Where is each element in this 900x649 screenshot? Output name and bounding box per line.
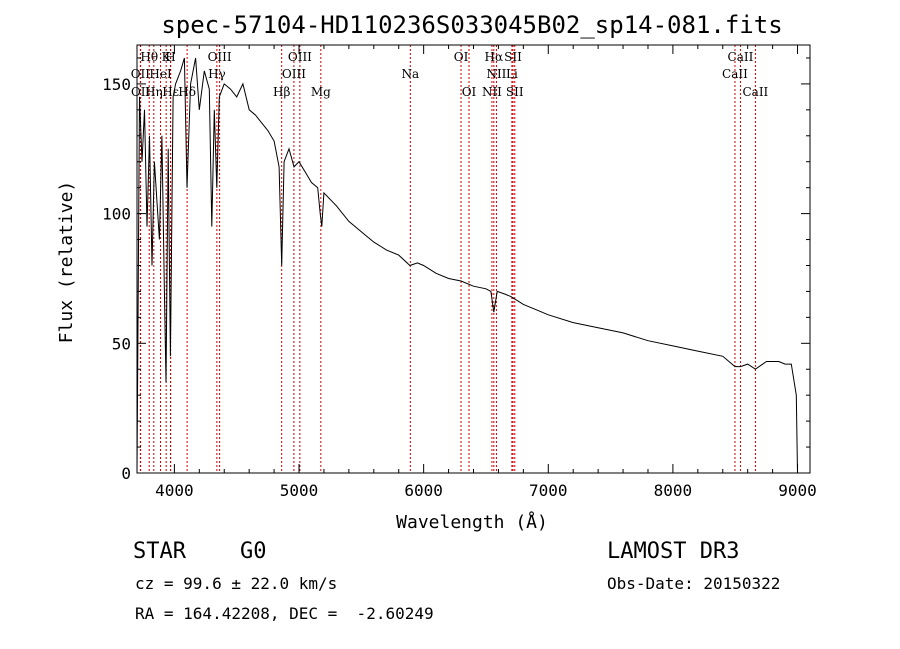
line-marker-label: Hδ — [178, 85, 196, 99]
line-marker-label: NII — [482, 85, 502, 99]
line-marker-label: Hθ — [140, 50, 158, 64]
line-marker-label: OI — [462, 85, 477, 99]
line-marker-label: Mg — [311, 85, 331, 99]
object-subclass: G0 — [240, 539, 267, 564]
x-tick-label: 5000 — [280, 481, 319, 500]
x-tick-label: 4000 — [155, 481, 194, 500]
plot-frame — [136, 44, 811, 474]
line-marker-label: K — [162, 50, 172, 64]
x-tick-label: 9000 — [778, 481, 817, 500]
line-marker-label: CaII — [742, 85, 768, 99]
line-marker-label: OIII — [288, 50, 312, 64]
coordinates: RA = 164.42208, DEC = -2.60249 — [135, 604, 434, 623]
axis-ticks: 4000 5000 6000 7000 8000 9000 0 50 100 150 — [102, 45, 817, 500]
redshift-velocity: cz = 99.6 ± 22.0 km/s — [135, 574, 338, 593]
x-axis-label: Wavelength (Å) — [396, 511, 548, 533]
line-marker-label: CaII — [728, 50, 754, 64]
line-marker-label: SII — [504, 50, 522, 64]
observation-date: Obs-Date: 20150322 — [607, 574, 781, 593]
line-marker-label: OI — [454, 50, 469, 64]
x-tick-label: 8000 — [654, 481, 693, 500]
chart-title: spec-57104-HD110236S033045B02_sp14-081.f… — [161, 11, 782, 39]
y-tick-label: 150 — [102, 75, 131, 94]
line-markers — [139, 45, 756, 473]
line-marker-label: OIII — [208, 50, 232, 64]
line-marker-label: H — [165, 50, 175, 64]
line-marker-label: Li — [506, 67, 518, 81]
line-marker-label: Hβ — [273, 85, 290, 99]
x-tick-label: 6000 — [404, 481, 443, 500]
line-marker-label: OII — [131, 67, 151, 81]
line-marker-label: Hγ — [208, 67, 226, 81]
y-tick-label: 50 — [112, 334, 131, 353]
y-axis-label: Flux (relative) — [56, 181, 77, 344]
line-marker-label: OII — [131, 85, 151, 99]
line-marker-label: HeI — [149, 67, 172, 81]
survey-name: LAMOST DR3 — [607, 539, 740, 564]
y-tick-label: 0 — [121, 464, 131, 483]
line-marker-label: Hη — [145, 85, 163, 99]
line-marker-label: Hα — [485, 50, 504, 64]
line-marker-label: Na — [401, 67, 419, 81]
y-tick-label: 100 — [102, 205, 131, 224]
line-marker-label: SII — [506, 85, 524, 99]
line-marker-label: Hε — [162, 85, 179, 99]
line-marker-label: NII — [486, 67, 506, 81]
x-tick-label: 7000 — [529, 481, 568, 500]
line-marker-label: CaII — [722, 67, 748, 81]
object-class: STAR — [133, 539, 186, 564]
line-marker-label: OIII — [282, 67, 306, 81]
spectrum-line — [136, 57, 798, 474]
